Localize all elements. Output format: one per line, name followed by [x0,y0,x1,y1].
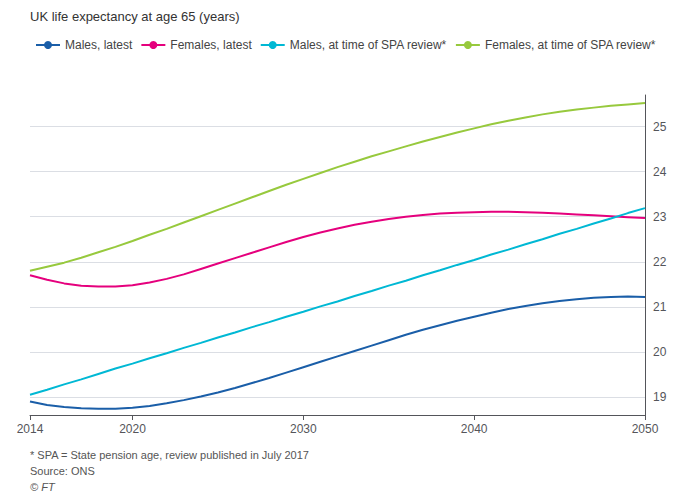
svg-text:21: 21 [653,300,667,314]
svg-text:2040: 2040 [461,422,488,436]
svg-text:24: 24 [653,165,667,179]
svg-text:23: 23 [653,210,667,224]
svg-text:UK life expectancy at age 65 (: UK life expectancy at age 65 (years) [30,9,240,24]
svg-text:Females, latest: Females, latest [170,38,252,52]
svg-text:2020: 2020 [119,422,146,436]
svg-text:Males, latest: Males, latest [65,38,133,52]
svg-text:* SPA = State pension age, rev: * SPA = State pension age, review publis… [30,449,309,461]
svg-text:Females, at time of SPA review: Females, at time of SPA review* [485,38,656,52]
svg-text:20: 20 [653,345,667,359]
svg-text:Source: ONS: Source: ONS [30,465,95,477]
svg-text:25: 25 [653,120,667,134]
svg-text:2014: 2014 [17,422,44,436]
svg-text:© FT: © FT [30,481,56,493]
svg-text:2030: 2030 [290,422,317,436]
svg-text:2050: 2050 [632,422,659,436]
svg-text:22: 22 [653,255,667,269]
svg-text:Males, at time of SPA review*: Males, at time of SPA review* [290,38,447,52]
svg-text:19: 19 [653,390,667,404]
